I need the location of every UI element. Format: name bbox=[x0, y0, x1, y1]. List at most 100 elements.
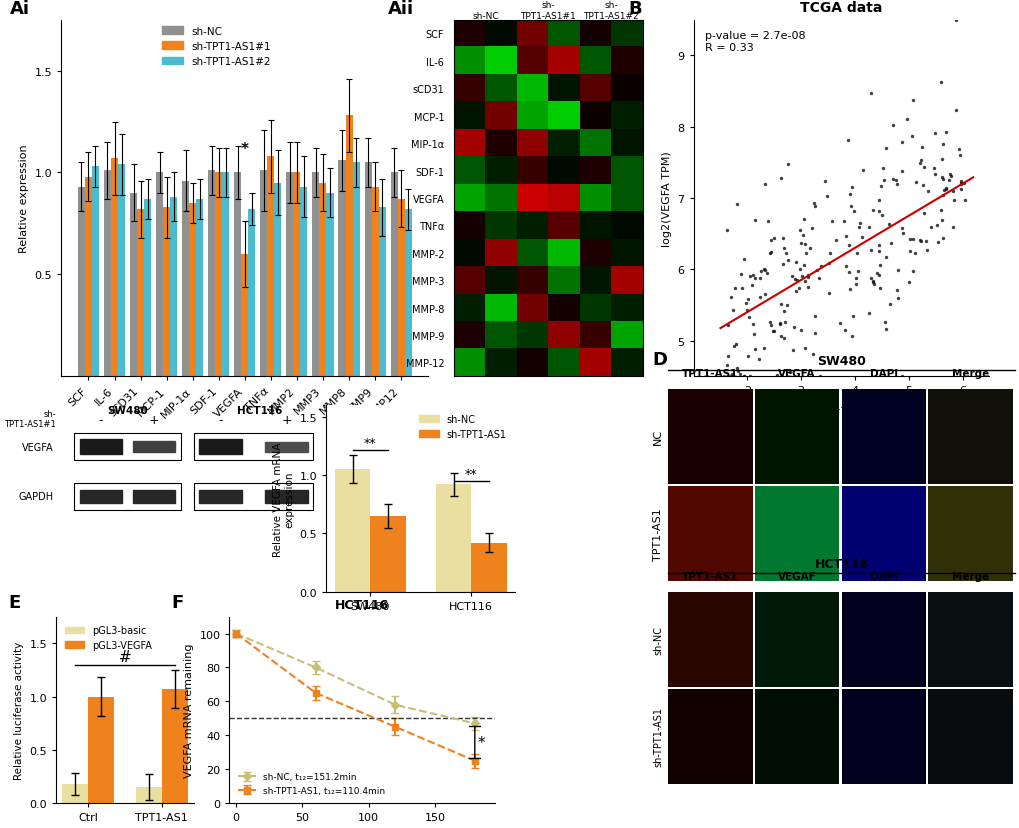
Point bbox=[790, 282, 806, 296]
Point bbox=[901, 245, 917, 258]
Bar bbox=[156, 173, 163, 377]
Bar bbox=[334, 469, 370, 592]
Point bbox=[862, 87, 878, 100]
Point bbox=[947, 14, 963, 27]
Point bbox=[893, 137, 909, 150]
Bar bbox=[338, 161, 345, 377]
Point bbox=[860, 221, 876, 234]
Point bbox=[900, 276, 916, 289]
Bar bbox=[312, 173, 319, 377]
Text: **: ** bbox=[465, 468, 477, 481]
Point bbox=[947, 104, 963, 118]
Point bbox=[912, 236, 928, 249]
Bar bbox=[405, 210, 412, 377]
Point bbox=[729, 362, 745, 375]
Point bbox=[738, 297, 754, 310]
Point bbox=[726, 339, 742, 353]
Point bbox=[772, 330, 789, 344]
Point bbox=[845, 205, 861, 219]
Point bbox=[745, 328, 761, 341]
Text: Aii: Aii bbox=[387, 0, 414, 17]
Point bbox=[756, 264, 772, 277]
Bar bbox=[74, 484, 180, 510]
Point bbox=[777, 299, 794, 312]
Point bbox=[877, 251, 894, 264]
Point bbox=[936, 182, 953, 195]
Point bbox=[788, 257, 804, 270]
Point bbox=[746, 272, 762, 286]
Point bbox=[912, 154, 928, 167]
Point bbox=[870, 238, 887, 252]
Text: -: - bbox=[99, 414, 103, 427]
Point bbox=[740, 293, 756, 306]
Bar bbox=[144, 200, 151, 377]
Bar bbox=[137, 210, 144, 377]
Point bbox=[743, 278, 759, 291]
Point bbox=[750, 353, 766, 366]
Point bbox=[915, 207, 931, 220]
Point bbox=[820, 287, 837, 301]
Point bbox=[742, 370, 758, 383]
Point bbox=[931, 76, 948, 89]
Point bbox=[931, 205, 948, 218]
Point bbox=[761, 234, 777, 248]
Point bbox=[736, 370, 752, 383]
Bar bbox=[79, 440, 122, 455]
Y-axis label: log2(VEGFA TPM): log2(VEGFA TPM) bbox=[661, 151, 672, 247]
Point bbox=[922, 221, 938, 234]
Point bbox=[739, 349, 755, 363]
Text: *: * bbox=[477, 734, 485, 749]
Bar bbox=[286, 173, 293, 377]
Point bbox=[945, 222, 961, 235]
Point bbox=[780, 254, 796, 267]
Text: HCT116: HCT116 bbox=[813, 557, 868, 570]
Point bbox=[808, 264, 824, 277]
Point bbox=[868, 267, 884, 280]
Point bbox=[844, 310, 860, 323]
Point bbox=[894, 165, 910, 178]
Point bbox=[890, 264, 906, 277]
Point bbox=[879, 218, 896, 231]
Point bbox=[872, 180, 889, 193]
Point bbox=[837, 260, 853, 273]
Point bbox=[785, 320, 801, 334]
Point bbox=[793, 270, 809, 283]
Point bbox=[945, 195, 961, 208]
Bar bbox=[353, 163, 360, 377]
Point bbox=[733, 268, 749, 282]
Point bbox=[934, 233, 951, 246]
Point bbox=[904, 131, 920, 144]
Point bbox=[731, 368, 747, 381]
Point bbox=[751, 272, 767, 285]
Point bbox=[765, 232, 782, 245]
Point bbox=[841, 283, 857, 296]
Bar bbox=[326, 194, 333, 377]
Point bbox=[811, 370, 827, 383]
Bar bbox=[62, 784, 88, 803]
Point bbox=[780, 158, 796, 171]
Point bbox=[952, 176, 968, 189]
Point bbox=[952, 183, 968, 196]
Point bbox=[761, 247, 777, 260]
Point bbox=[907, 176, 923, 189]
Point bbox=[839, 135, 855, 148]
Bar bbox=[248, 210, 255, 377]
Point bbox=[772, 172, 789, 185]
Point bbox=[793, 238, 809, 251]
Legend: sh-NC, sh-TPT1-AS1: sh-NC, sh-TPT1-AS1 bbox=[415, 411, 510, 443]
Text: B: B bbox=[628, 0, 642, 17]
Point bbox=[818, 190, 835, 204]
Y-axis label: Relative expression: Relative expression bbox=[19, 144, 29, 253]
Point bbox=[894, 370, 910, 383]
Legend: sh-NC, sh-TPT1-AS1#1, sh-TPT1-AS1#2: sh-NC, sh-TPT1-AS1#1, sh-TPT1-AS1#2 bbox=[158, 22, 275, 71]
Point bbox=[746, 214, 762, 228]
Point bbox=[745, 318, 761, 331]
Point bbox=[837, 325, 853, 338]
Bar bbox=[129, 194, 137, 377]
Point bbox=[911, 234, 927, 248]
Point bbox=[876, 142, 893, 155]
Title: TCGA data: TCGA data bbox=[800, 2, 881, 16]
Point bbox=[794, 229, 810, 243]
Point bbox=[950, 143, 966, 156]
Point bbox=[756, 287, 772, 301]
